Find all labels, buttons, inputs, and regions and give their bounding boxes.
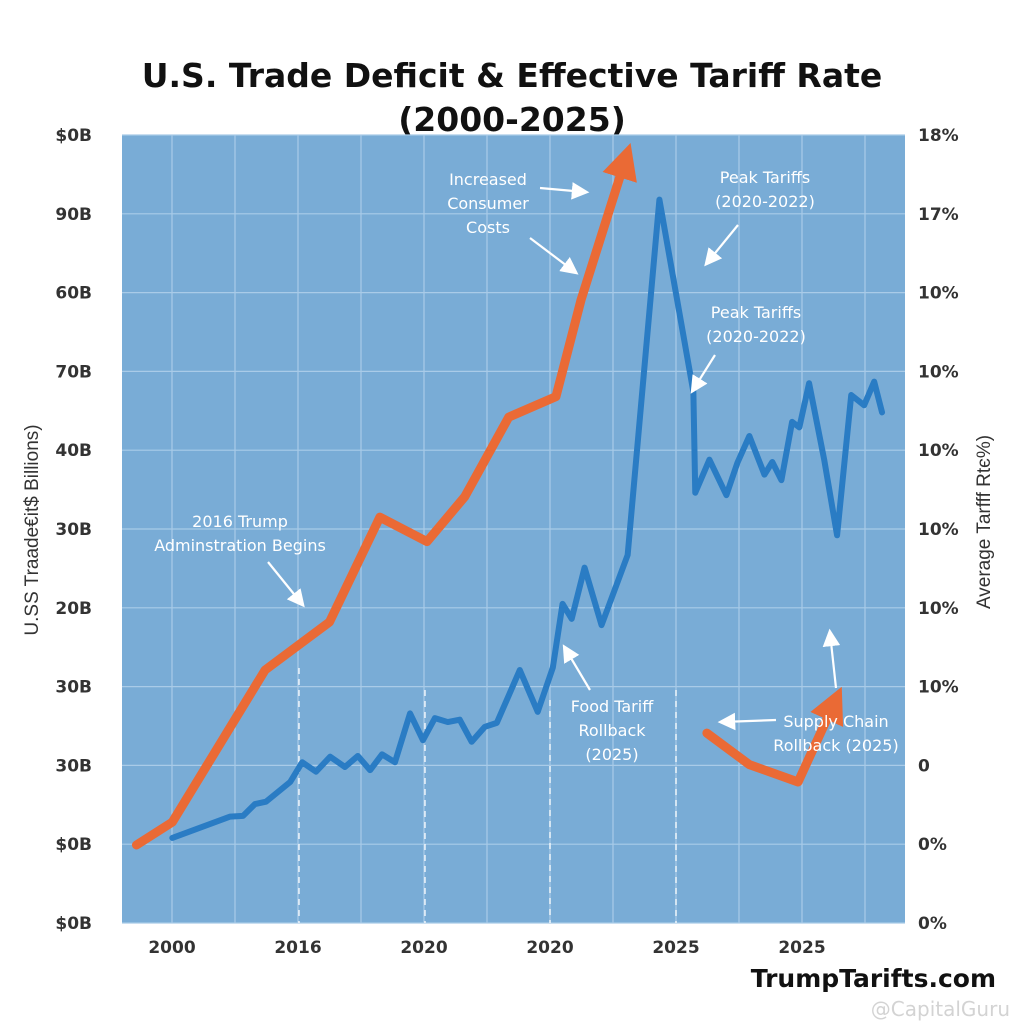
annotation-text: Food Tariff [571,697,654,716]
annotation-text: Peak Tariffs [711,303,801,322]
y-tick-label: 30B [55,756,92,776]
annotation-text: (2020-2022) [706,327,806,346]
x-tick-label: 2020 [526,938,573,958]
annotation-arrow [562,644,591,691]
annotation-text: Adminstration Begins [154,536,326,555]
y-tick-label: 30B [55,520,92,540]
tariff-rate-line [702,686,844,787]
brand-text: TrumpTarifts.com [750,964,996,993]
y-tick-label: $0B [55,914,92,934]
annotation-arrow [822,628,841,689]
y2-tick-label: 10% [918,284,959,304]
y2-tick-label: 0% [918,835,947,855]
y-tick-label: 40B [55,441,92,461]
y2-axis-label: Average Tarfff Rtє%) [974,435,995,609]
y-tick-label: 90B [55,205,92,225]
y2-tick-label: 10% [918,678,959,698]
annotation-arrow [717,712,777,731]
y-tick-label: $0B [55,835,92,855]
annotation-text: Supply Chain [783,712,888,731]
x-tick-label: 2025 [652,938,699,958]
annotation-arrow [539,182,590,200]
x-tick-label: 2025 [778,938,825,958]
y2-tick-label: 10% [918,599,959,619]
annotation-arrow [267,561,305,608]
x-tick-label: 2000 [148,938,195,958]
annotation-text: Costs [466,218,510,237]
y2-tick-label: 18% [918,126,959,146]
chart-title: U.S. Trade Deficit & Effective Tariff Ra… [141,56,883,95]
y-tick-label: 20B [55,599,92,619]
x-tick-label: 2020 [400,938,447,958]
y2-tick-label: 0 [918,756,930,776]
annotation-text: Increased [449,170,527,189]
annotation-text: Rollback [578,721,646,740]
annotation-text: Consumer [447,194,529,213]
y-tick-label: 30B [55,678,92,698]
annotation-text: Rollback (2025) [773,736,898,755]
watermark: @CapitalGuru [870,997,1010,1021]
annotation-text: (2025) [585,745,638,764]
y-tick-label: $0B [55,126,92,146]
annotation-arrow [690,354,716,394]
y2-tick-label: 10% [918,362,959,382]
annotation-arrow [529,237,579,275]
y2-tick-label: 17% [918,205,959,225]
y-axis-label: U.SS Traade€it$ Billions) [22,424,43,635]
y-tick-label: 70B [55,362,92,382]
y2-tick-label: 10% [918,520,959,540]
annotation-text: 2016 Trump [192,512,288,531]
annotation-text: (2020-2022) [715,192,815,211]
y-tick-label: 60B [55,284,92,304]
y2-tick-label: 0% [918,914,947,934]
y2-tick-label: 10% [918,441,959,461]
annotation-text: Peak Tariffs [720,168,810,187]
chart-subtitle: (2000-2025) [398,100,626,139]
annotation-arrow [704,224,739,267]
x-tick-label: 2016 [274,938,321,958]
